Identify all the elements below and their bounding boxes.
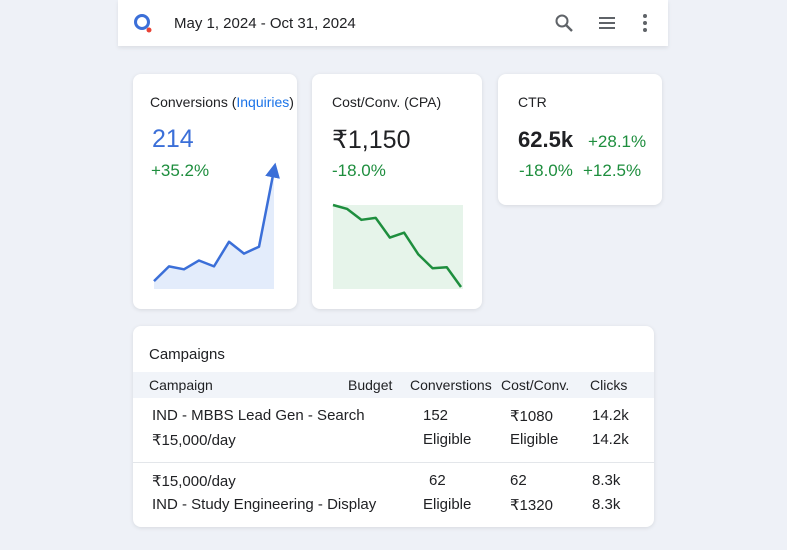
card-change: +28.1% [588, 132, 647, 151]
table-cell: 14.2k [592, 407, 629, 424]
column-header: Converstions [410, 377, 492, 393]
table-cell: Eligible [423, 431, 472, 448]
table-cell: Eligible [423, 496, 472, 513]
card-change: -18.0% [519, 161, 573, 180]
column-header: Cost/Conv. [501, 377, 570, 393]
table-header [133, 372, 654, 398]
row-divider [133, 462, 654, 463]
ctr-card[interactable]: CTR 62.5k +28.1% -18.0% +12.5% [498, 74, 662, 205]
menu-icon[interactable] [598, 14, 616, 32]
title-text: ) [289, 94, 294, 110]
conversions-card[interactable]: Conversions (Inquiries) 214 +35.2% [133, 74, 297, 309]
card-title: CTR [518, 94, 547, 110]
table-cell: Eligible [510, 431, 559, 448]
table-cell: 152 [423, 407, 449, 424]
card-title: Conversions (Inquiries) [150, 94, 294, 110]
top-bar: May 1, 2024 - Oct 31, 2024 [118, 0, 668, 46]
card-change: -18.0% [332, 161, 386, 180]
table-cell: ₹15,000/day [152, 432, 236, 449]
card-value: 214 [152, 125, 194, 153]
table-cell: 14.2k [592, 431, 629, 448]
table-cell: 62 [429, 472, 446, 489]
title-text: Conversions ( [150, 94, 237, 110]
table-cell: ₹1320 [510, 497, 553, 514]
table-cell: 8.3k [592, 496, 621, 513]
card-change: +35.2% [151, 161, 210, 180]
table-cell: IND - MBBS Lead Gen - Search [152, 407, 365, 424]
table-cell: ₹1080 [510, 408, 553, 425]
more-icon[interactable] [640, 13, 650, 33]
inquiries-link[interactable]: Inquiries [236, 94, 290, 110]
table-cell: 8.3k [592, 472, 621, 489]
card-value: 62.5k [518, 127, 574, 152]
table-cell: 62 [510, 472, 527, 489]
column-header: Clicks [590, 377, 628, 393]
cpa-card[interactable]: Cost/Conv. (CPA) ₹1,150 -18.0% [312, 74, 482, 309]
card-value: ₹1,150 [332, 126, 411, 154]
date-range[interactable]: May 1, 2024 - Oct 31, 2024 [174, 15, 356, 32]
column-header: Budget [348, 377, 393, 393]
table-cell: ₹15,000/day [152, 473, 236, 490]
campaigns-card: Campaigns Campaign Budget Converstions Cost… [133, 326, 654, 527]
logo[interactable] [132, 12, 154, 34]
card-change: +12.5% [583, 161, 642, 180]
card-title: Cost/Conv. (CPA) [332, 94, 442, 110]
column-header: Campaign [149, 377, 213, 393]
table-cell: IND - Study Engineering - Display [152, 496, 377, 513]
search-icon[interactable] [554, 13, 574, 33]
table-title: Campaigns [149, 346, 225, 363]
